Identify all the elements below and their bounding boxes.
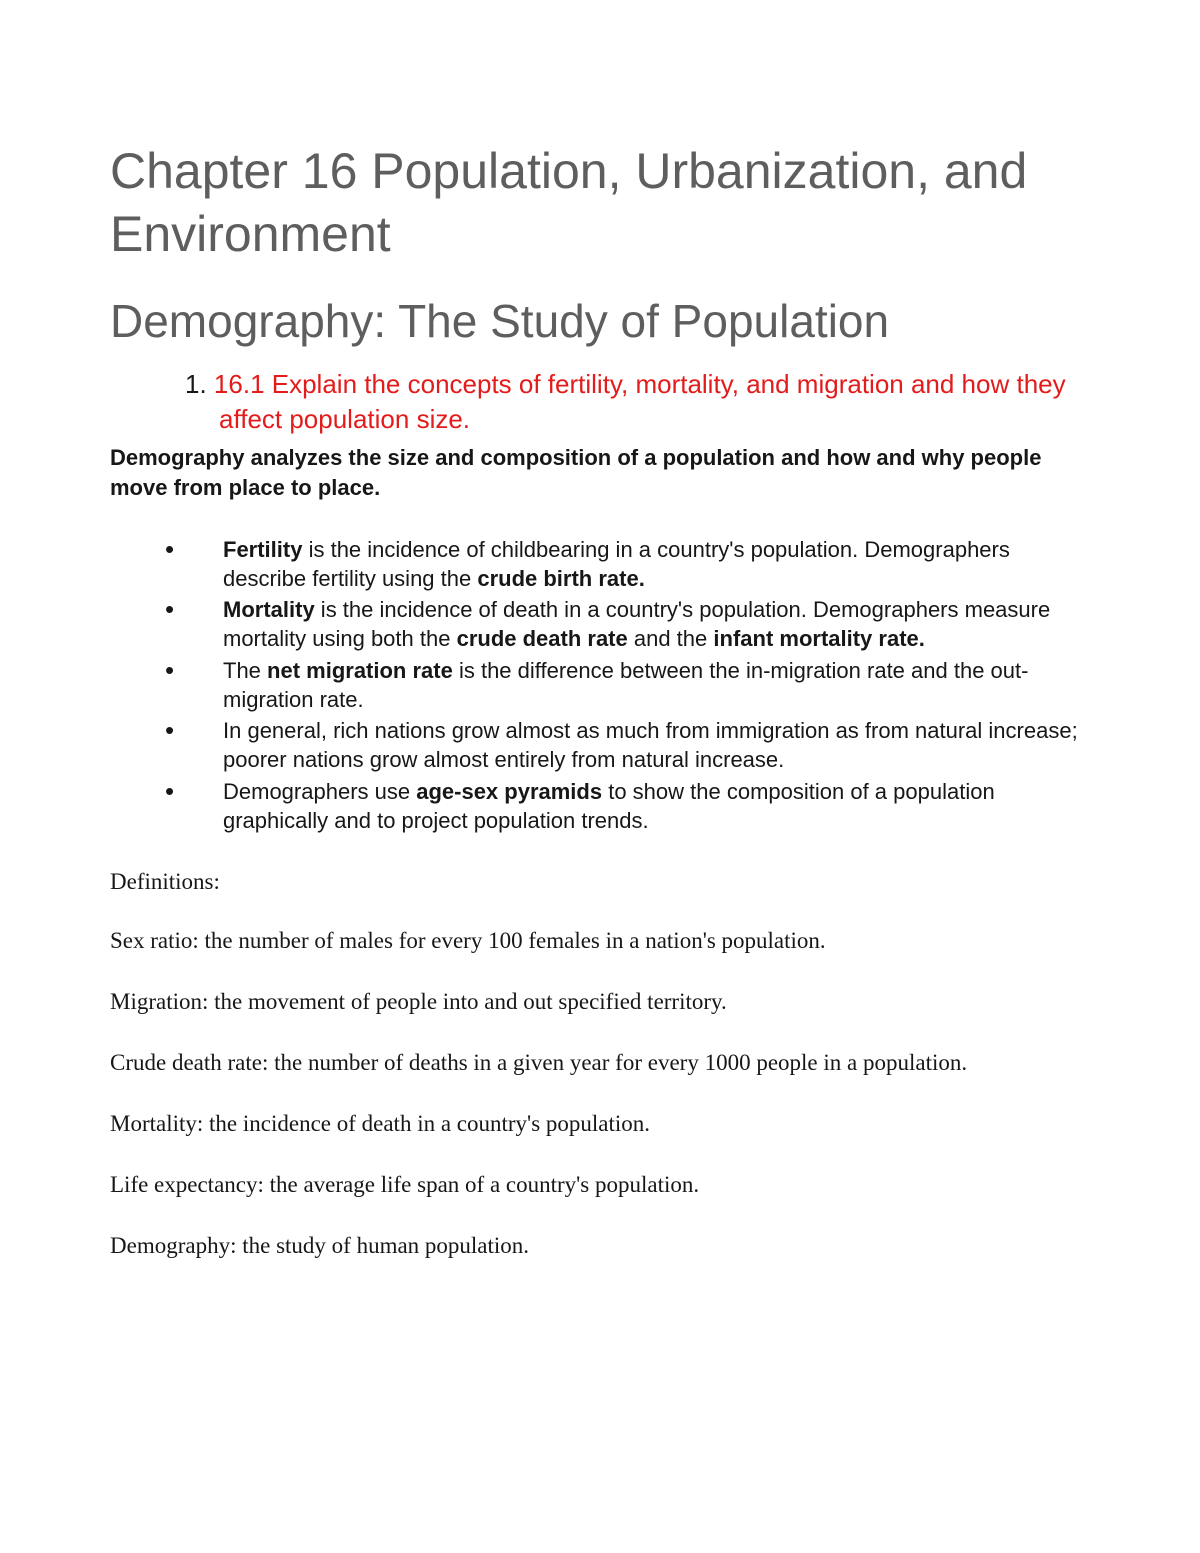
definition-item: Demography: the study of human populatio…	[110, 1230, 1090, 1261]
list-item: Mortality is the incidence of death in a…	[165, 595, 1090, 654]
learning-objective: 1. 16.1 Explain the concepts of fertilit…	[110, 367, 1090, 437]
objective-number: 1.	[185, 369, 214, 399]
bullet-list: Fertility is the incidence of childbeari…	[110, 535, 1090, 836]
definition-item: Life expectancy: the average life span o…	[110, 1169, 1090, 1200]
chapter-title: Chapter 16 Population, Urbanization, and…	[110, 140, 1090, 265]
list-item: The net migration rate is the difference…	[165, 656, 1090, 715]
definition-item: Sex ratio: the number of males for every…	[110, 925, 1090, 956]
section-subtitle: Demography: The Study of Population	[110, 293, 1090, 349]
definition-item: Crude death rate: the number of deaths i…	[110, 1047, 1090, 1078]
list-item: Fertility is the incidence of childbeari…	[165, 535, 1090, 594]
definition-item: Mortality: the incidence of death in a c…	[110, 1108, 1090, 1139]
list-item: In general, rich nations grow almost as …	[165, 716, 1090, 775]
definitions-heading: Definitions:	[110, 869, 1090, 895]
objective-text: 16.1 Explain the concepts of fertility, …	[214, 369, 1066, 434]
document-page: Chapter 16 Population, Urbanization, and…	[0, 0, 1200, 1553]
list-item: Demographers use age-sex pyramids to sho…	[165, 777, 1090, 836]
intro-paragraph: Demography analyzes the size and composi…	[110, 443, 1090, 502]
definition-item: Migration: the movement of people into a…	[110, 986, 1090, 1017]
